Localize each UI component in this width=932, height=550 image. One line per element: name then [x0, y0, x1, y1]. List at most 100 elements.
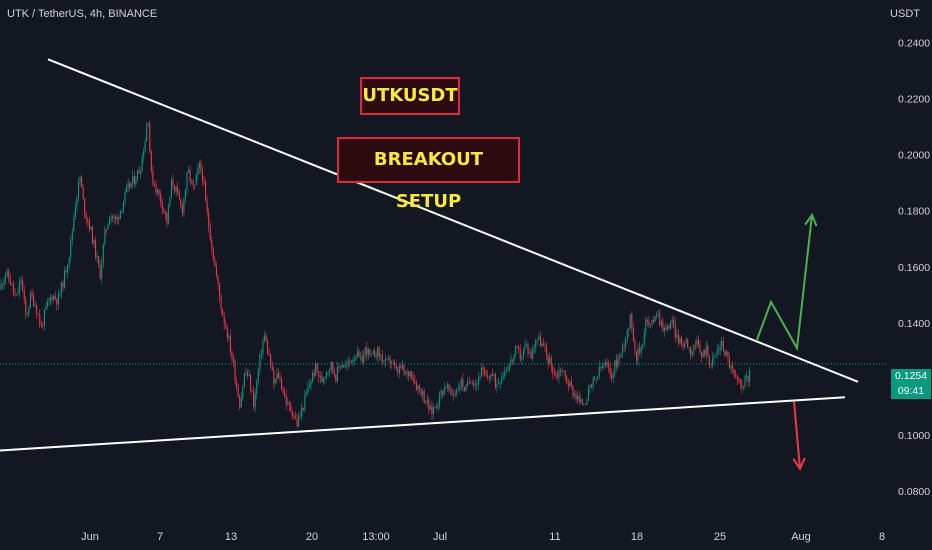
- candle-body: [553, 373, 555, 375]
- candle-body: [560, 370, 562, 372]
- candle-body: [580, 399, 582, 402]
- candle-body: [206, 200, 208, 213]
- candle-body: [662, 321, 664, 332]
- candle-body: [87, 218, 89, 222]
- candle-body: [728, 357, 731, 368]
- candle-body: [166, 213, 168, 224]
- candle-body: [186, 172, 188, 190]
- candle-body: [197, 168, 199, 176]
- candle-body: [705, 345, 707, 356]
- candle-body: [608, 364, 610, 367]
- candle-body: [239, 396, 241, 408]
- candle-body: [248, 374, 250, 377]
- candle-body: [730, 365, 732, 368]
- candle-body: [222, 309, 224, 317]
- candle-body: [566, 376, 568, 384]
- candle-body: [316, 363, 318, 371]
- candle-body: [333, 370, 335, 375]
- candle-body: [220, 296, 222, 310]
- candle-body: [570, 381, 572, 386]
- candle-body: [60, 282, 62, 295]
- candle-body: [108, 219, 111, 225]
- price-tick-label: 0.2200: [898, 94, 930, 106]
- candle-body: [22, 280, 24, 291]
- candle-body: [741, 384, 743, 389]
- candle-body: [194, 184, 196, 186]
- candle-body: [232, 357, 235, 363]
- candle-body: [74, 206, 76, 217]
- candle-body: [59, 294, 61, 296]
- candle-body: [670, 322, 672, 329]
- candle-body: [152, 170, 154, 184]
- candle-body: [279, 377, 281, 379]
- candle-body: [195, 175, 197, 185]
- candle-body: [364, 347, 366, 354]
- candle-body: [646, 319, 648, 322]
- candle-body: [403, 365, 405, 373]
- candle-body: [654, 316, 656, 322]
- candle-body: [104, 229, 106, 245]
- candle-body: [338, 367, 340, 369]
- candle-body: [677, 334, 679, 344]
- price-axis[interactable]: 0.08000.10000.12000.14000.16000.18000.20…: [898, 37, 930, 498]
- candle-body: [434, 406, 436, 408]
- candle-body: [136, 170, 138, 181]
- candle-body: [358, 351, 360, 357]
- candle-body: [254, 393, 256, 407]
- price-tick-label: 0.2400: [898, 37, 930, 49]
- candle-body: [375, 356, 377, 358]
- candle-body: [160, 193, 162, 202]
- candle-body: [524, 346, 526, 350]
- candle-body: [177, 187, 179, 192]
- candle-body: [343, 365, 345, 368]
- scenario-arrow-up[interactable]: [756, 214, 813, 352]
- candle-body: [693, 345, 695, 351]
- candle-body: [406, 372, 408, 374]
- candle-body: [287, 402, 289, 404]
- trendline[interactable]: [47, 58, 859, 383]
- trendline[interactable]: [0, 396, 846, 452]
- candle-body: [243, 373, 245, 388]
- candle-body: [673, 319, 675, 324]
- time-axis[interactable]: Jun 7 13 20 13:00 Jul 11 18 25 Aug 8: [81, 531, 885, 543]
- symbol-title[interactable]: UTK / TetherUS, 4h, BINANCE: [7, 8, 158, 20]
- candle-body: [268, 353, 270, 356]
- time-tick-label: 7: [157, 531, 163, 543]
- candle-body: [707, 345, 709, 357]
- candle-body: [684, 342, 686, 348]
- candle-body: [561, 370, 563, 372]
- scenario-arrow-down[interactable]: [793, 401, 801, 469]
- candle-body: [665, 327, 667, 330]
- candle-body: [28, 307, 30, 314]
- candle-body: [485, 374, 487, 376]
- candle-body: [237, 386, 239, 397]
- candle-body: [468, 382, 470, 383]
- candle-body: [634, 340, 636, 351]
- candle-body: [697, 339, 700, 345]
- candle-body: [118, 217, 120, 219]
- candle-body: [175, 187, 177, 192]
- candle-body: [504, 371, 506, 377]
- candle-body: [101, 263, 103, 279]
- candle-body: [34, 305, 36, 307]
- candle-body: [739, 379, 741, 385]
- candle-body: [274, 379, 276, 384]
- time-tick-label: 11: [549, 531, 560, 543]
- candle-body: [301, 407, 303, 416]
- candle-body: [347, 360, 349, 366]
- candle-body: [467, 382, 469, 386]
- candle-body: [229, 336, 231, 352]
- candle-body: [324, 376, 326, 379]
- candle-body: [527, 344, 529, 354]
- candle-body: [544, 345, 546, 348]
- candle-body: [209, 226, 211, 241]
- candle-body: [183, 198, 185, 214]
- time-tick-label: 13:00: [362, 531, 390, 543]
- candle-body: [146, 124, 148, 142]
- candles-layer: [0, 120, 751, 429]
- candle-body: [536, 339, 538, 341]
- candle-body: [688, 347, 690, 348]
- candle-body: [747, 375, 749, 382]
- candle-body: [267, 341, 269, 354]
